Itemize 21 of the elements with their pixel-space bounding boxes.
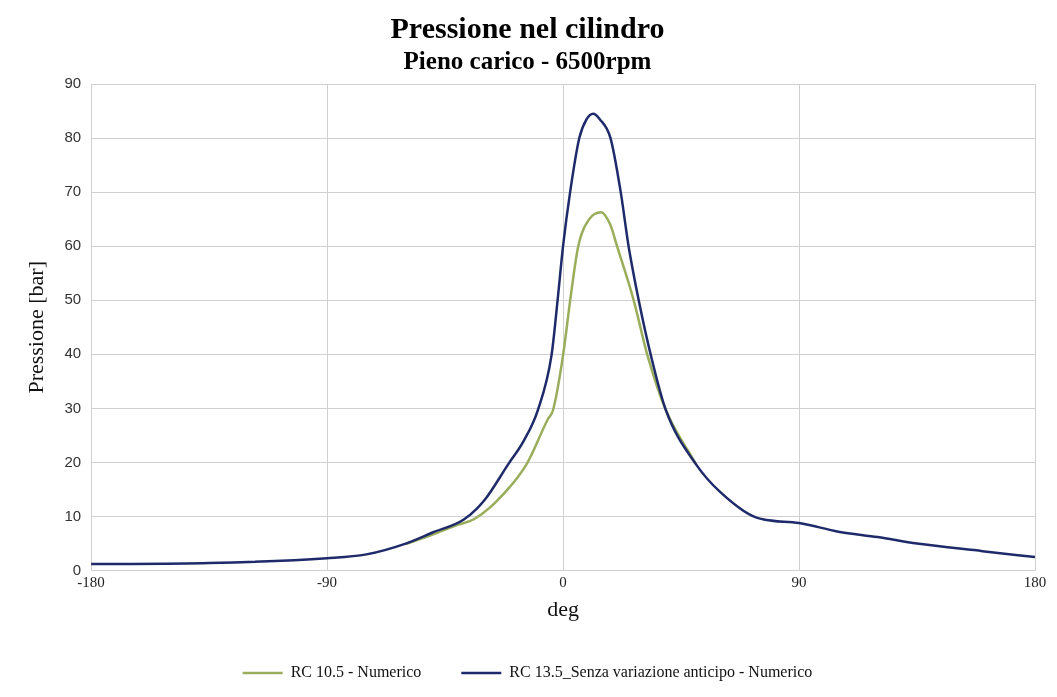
x-axis-title: deg xyxy=(547,595,579,621)
legend-label: RC 10.5 - Numerico xyxy=(290,663,422,681)
y-tick-label: 80 xyxy=(64,128,82,146)
y-tick-label: 10 xyxy=(64,506,82,524)
line-series xyxy=(91,112,1035,566)
chart-subtitle: Pieno carico - 6500rpm xyxy=(403,47,652,75)
x-tick-label: -90 xyxy=(317,573,338,590)
y-tick-label: 20 xyxy=(64,452,82,470)
y-tick-label: 60 xyxy=(64,236,82,254)
y-tick-label: 70 xyxy=(64,182,82,200)
x-tick-label: 0 xyxy=(559,573,567,590)
y-tick-label: 40 xyxy=(64,344,82,362)
y-tick-label: 30 xyxy=(64,398,82,416)
chart-title: Pressione nel cilindro xyxy=(390,10,665,44)
y-tick-label: 50 xyxy=(64,290,82,308)
legend-label: RC 13.5_Senza variazione anticipo - Numerico xyxy=(509,663,813,682)
y-tick-label: 0 xyxy=(72,560,82,578)
x-tick-label: 90 xyxy=(791,573,807,590)
x-tick-label: 180 xyxy=(1023,573,1047,590)
y-axis-title: Pressione [bar] xyxy=(22,261,48,394)
y-tick-label: 90 xyxy=(64,74,82,92)
